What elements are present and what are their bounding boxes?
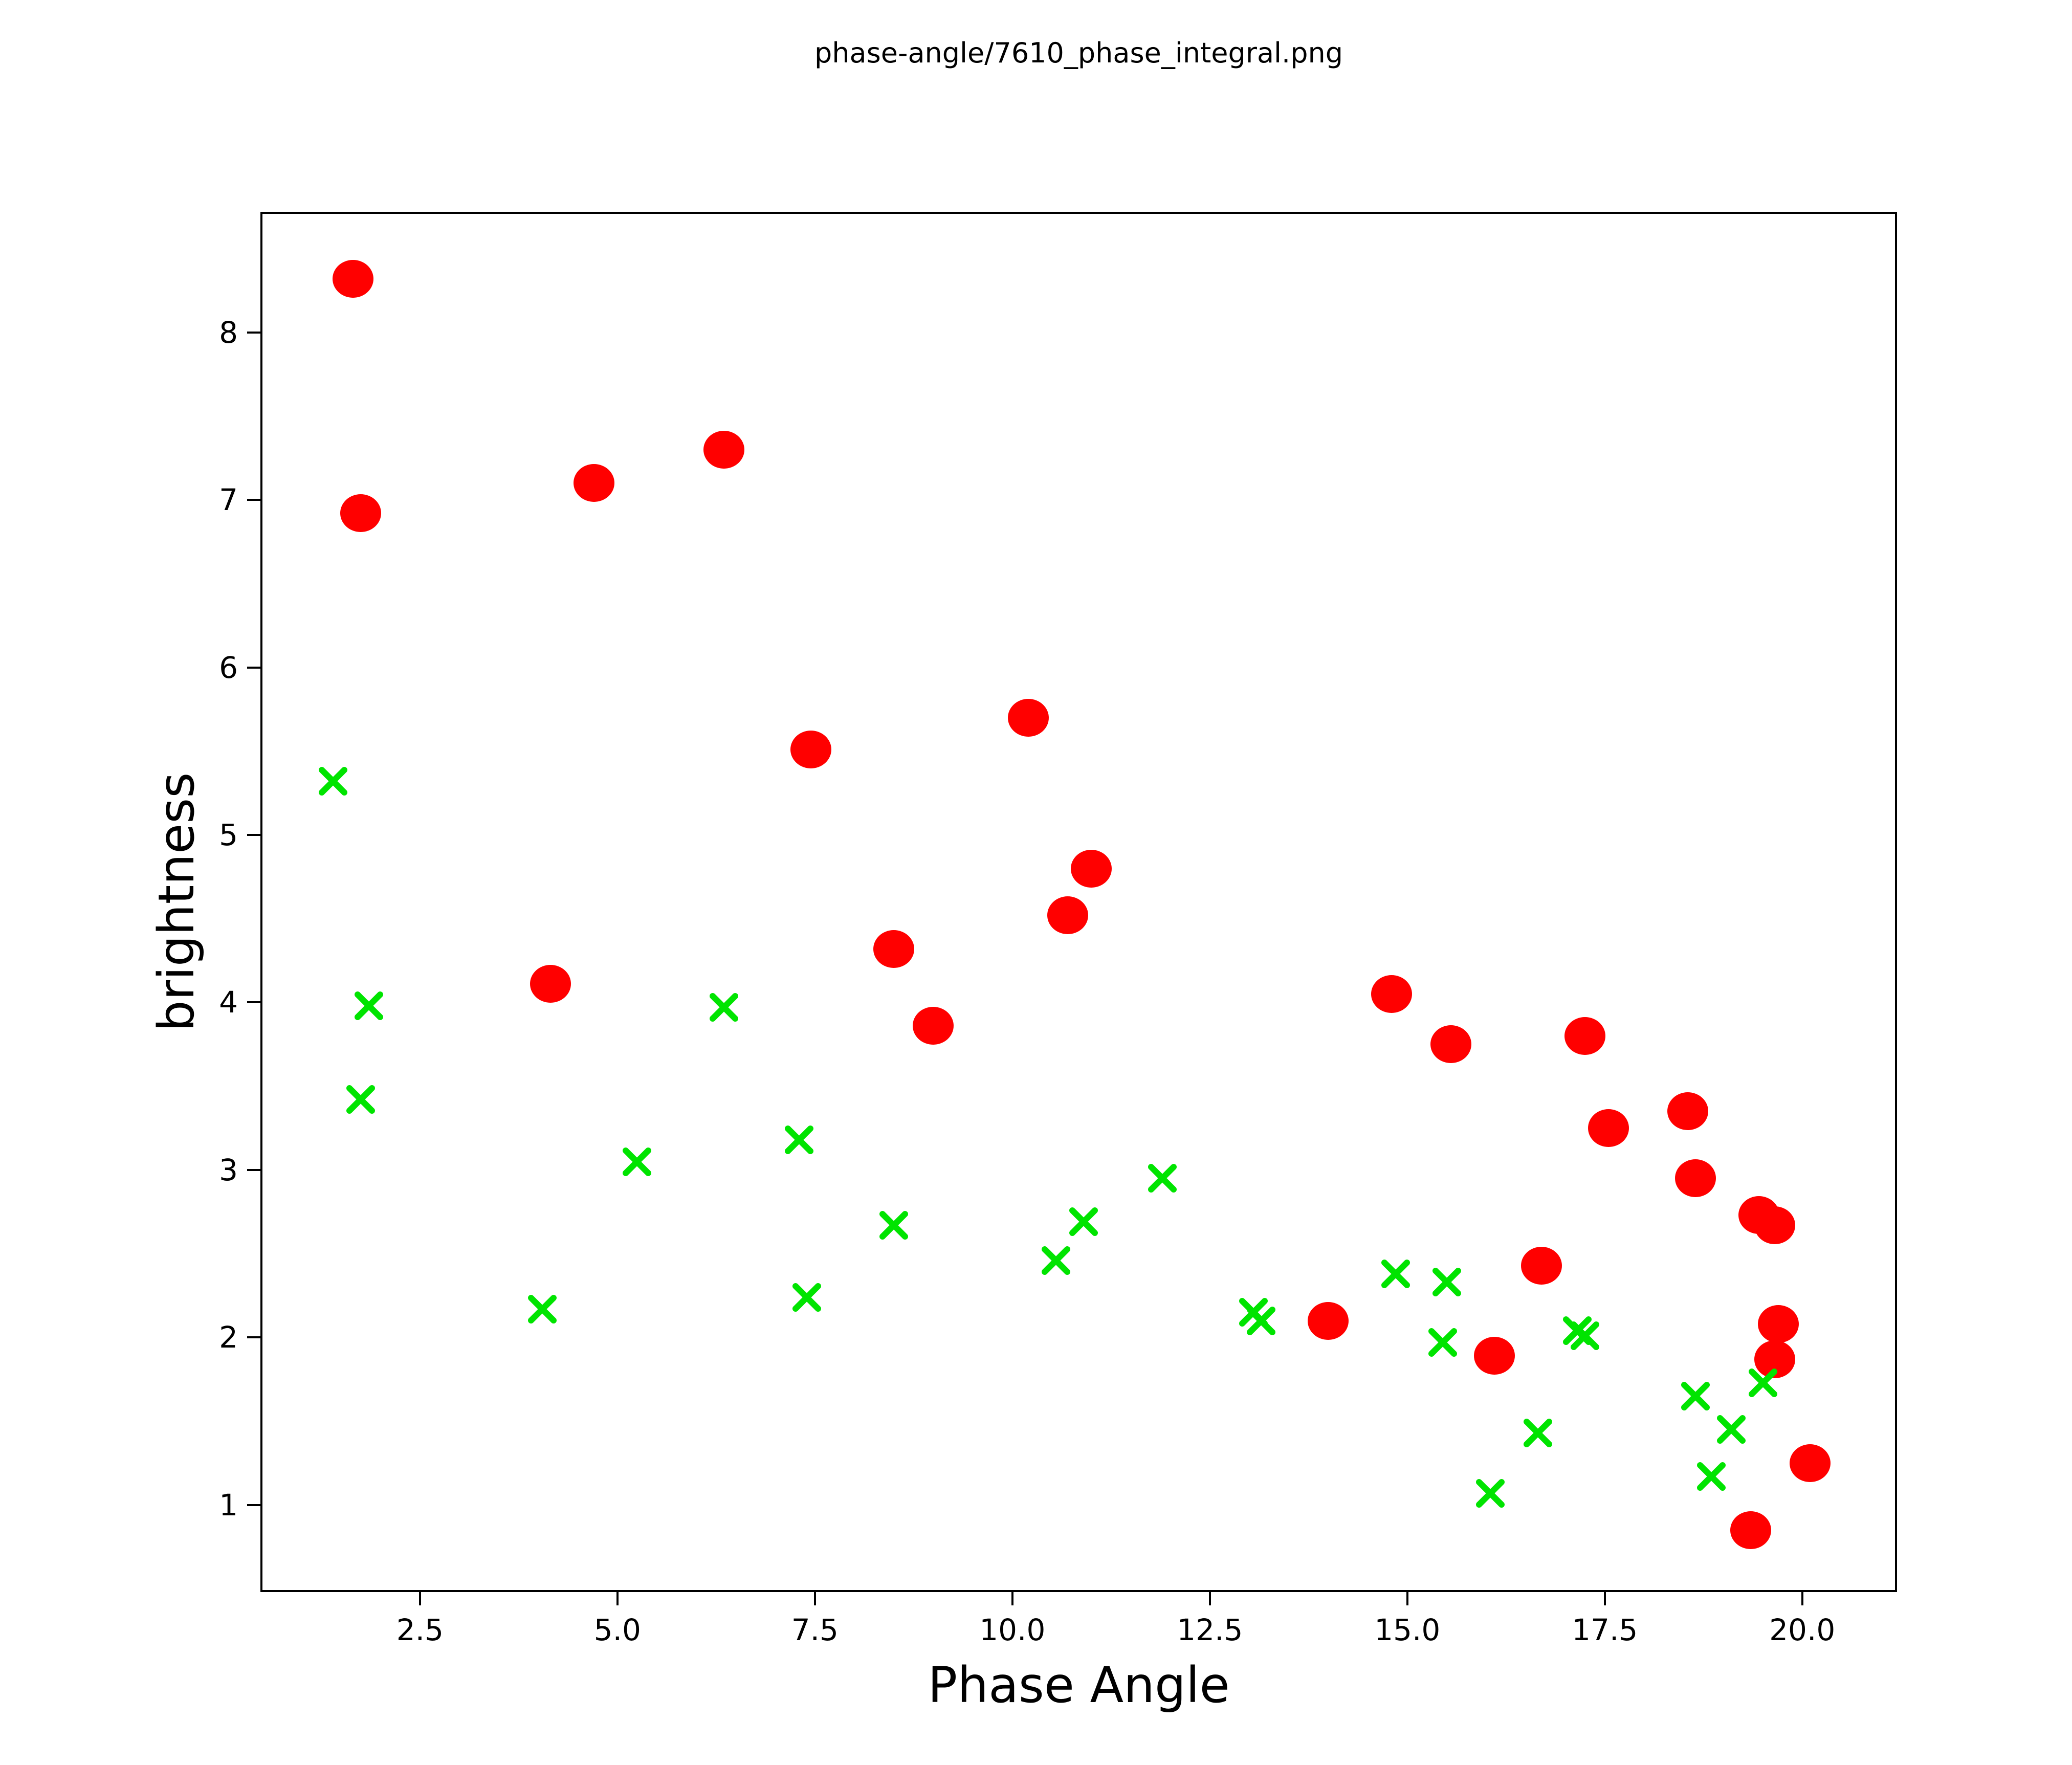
green-x-marker [1381,1259,1410,1289]
x-axis-label: Phase Angle [928,1657,1230,1714]
x-tick-mark [1801,1592,1803,1605]
red-circle-marker [1758,1305,1799,1343]
green-x-marker [354,991,384,1021]
green-x-marker [709,992,739,1022]
y-tick-label: 2 [219,1320,238,1355]
green-x-marker [346,1085,376,1114]
red-circle-marker [1675,1159,1716,1198]
red-circle-marker [1588,1109,1629,1148]
x-tick-mark [813,1592,816,1605]
green-x-marker [1696,1462,1726,1491]
y-tick-label: 1 [219,1487,238,1523]
x-tick-label: 7.5 [791,1613,839,1647]
red-circle-marker [1007,698,1049,737]
y-axis-label: brightness [148,772,205,1032]
y-tick-mark [247,1336,260,1339]
y-tick-mark [247,331,260,334]
y-tick-mark [247,834,260,836]
x-tick-mark [1208,1592,1211,1605]
green-x-marker [792,1283,822,1312]
green-x-marker [1148,1163,1177,1193]
y-tick-label: 4 [219,985,238,1020]
green-x-marker [318,766,348,796]
green-x-marker [784,1125,814,1155]
x-tick-label: 20.0 [1769,1613,1836,1647]
y-tick-mark [247,1001,260,1004]
red-circle-marker [332,259,373,298]
green-x-marker [527,1294,557,1324]
green-x-marker [1681,1381,1710,1411]
x-tick-label: 2.5 [396,1613,444,1647]
red-circle-marker [1667,1092,1708,1131]
red-circle-marker [1521,1246,1562,1285]
red-circle-marker [1071,849,1112,888]
y-tick-mark [247,1504,260,1506]
red-circle-marker [573,464,614,502]
red-circle-marker [1047,896,1088,935]
red-circle-marker [1730,1511,1772,1549]
red-circle-marker [1473,1337,1515,1375]
y-tick-label: 8 [219,315,238,350]
x-tick-mark [418,1592,421,1605]
x-tick-mark [616,1592,619,1605]
red-circle-marker [530,965,571,1003]
y-tick-label: 7 [219,482,238,518]
red-circle-marker [340,494,382,533]
x-tick-mark [1603,1592,1606,1605]
x-tick-label: 10.0 [979,1613,1046,1647]
green-x-marker [1041,1246,1071,1275]
chart-title: phase-angle/7610_phase_integral.png [814,37,1343,69]
y-tick-mark [247,666,260,669]
green-x-marker [1716,1415,1746,1444]
green-x-marker [1748,1368,1778,1398]
red-circle-marker [790,731,832,769]
green-x-marker [1069,1207,1098,1237]
red-circle-marker [1371,975,1412,1013]
y-tick-label: 5 [219,818,238,853]
red-circle-marker [1790,1444,1831,1482]
x-tick-label: 5.0 [593,1613,641,1647]
green-x-marker [1246,1306,1276,1336]
red-circle-marker [913,1007,954,1045]
green-x-marker [1570,1321,1600,1351]
x-tick-label: 12.5 [1177,1613,1243,1647]
red-circle-marker [873,930,915,968]
y-tick-mark [247,499,260,501]
y-tick-label: 6 [219,650,238,685]
green-x-marker [1432,1267,1462,1297]
y-tick-mark [247,1168,260,1171]
green-x-marker [622,1147,652,1177]
y-tick-label: 3 [219,1152,238,1187]
x-tick-label: 15.0 [1374,1613,1441,1647]
green-x-marker [1475,1479,1505,1508]
green-x-marker [879,1210,909,1240]
red-circle-marker [1308,1301,1349,1340]
green-x-marker [1523,1418,1553,1448]
red-circle-marker [1754,1206,1795,1244]
x-tick-mark [1406,1592,1408,1605]
red-circle-marker [1564,1017,1606,1055]
red-circle-marker [1430,1025,1471,1064]
x-tick-label: 17.5 [1572,1613,1638,1647]
green-x-marker [1428,1328,1458,1357]
x-tick-mark [1011,1592,1013,1605]
red-circle-marker [703,430,745,469]
